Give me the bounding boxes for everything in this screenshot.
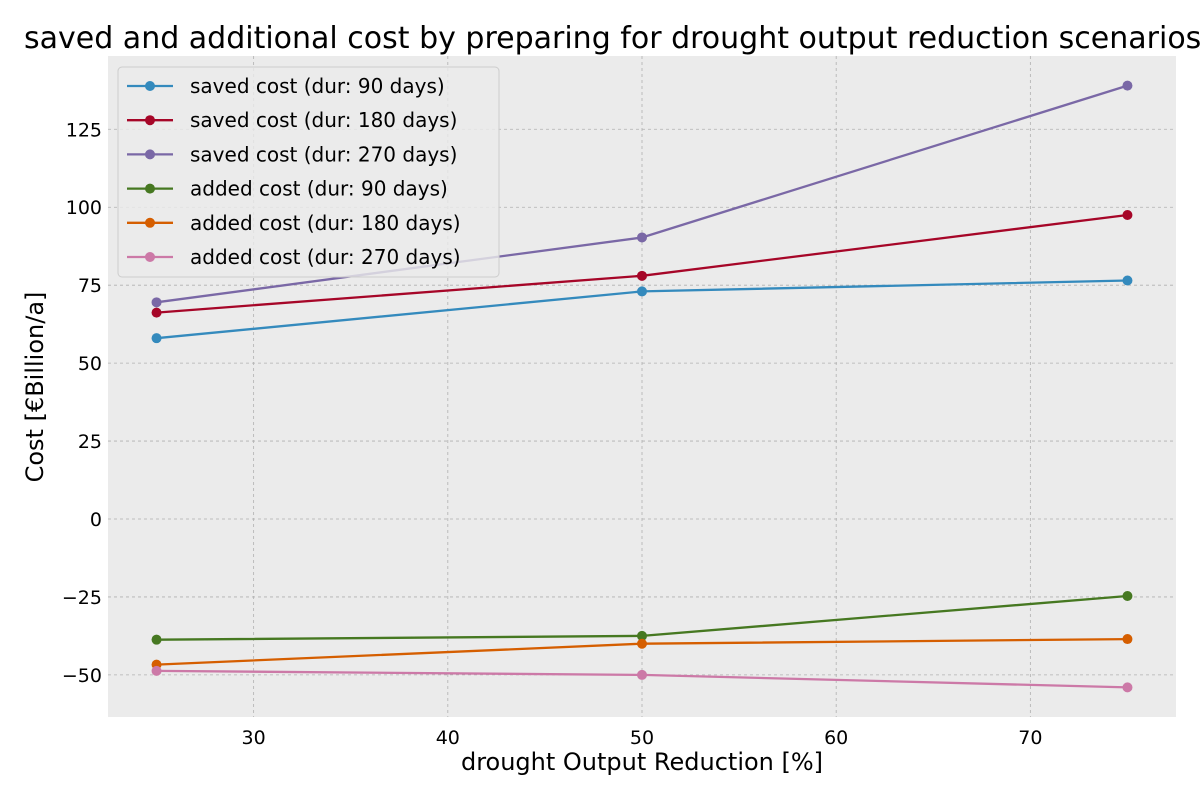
data-point — [1122, 80, 1133, 91]
legend-item: saved cost (dur: 180 days) — [127, 108, 457, 132]
data-point — [1122, 634, 1133, 645]
data-point — [1122, 210, 1133, 221]
data-point — [637, 638, 647, 649]
legend-label: added cost (dur: 90 days) — [190, 177, 448, 201]
legend-item: saved cost (dur: 90 days) — [127, 74, 445, 98]
y-tick-label: 75 — [78, 275, 102, 297]
x-tick-label: 50 — [630, 727, 654, 749]
y-tick-label: −25 — [62, 587, 102, 609]
data-point — [1122, 682, 1133, 693]
legend-label: saved cost (dur: 90 days) — [190, 74, 445, 98]
series-1 — [151, 275, 1133, 344]
y-tick-label: 25 — [78, 431, 102, 453]
x-tick-label: 70 — [1018, 727, 1042, 749]
legend-item: added cost (dur: 90 days) — [127, 177, 448, 201]
legend-item: saved cost (dur: 270 days) — [127, 142, 457, 166]
data-point — [637, 630, 647, 641]
chart-title: saved and additional cost by preparing f… — [24, 21, 1200, 56]
grid-lines — [108, 56, 1176, 717]
data-point — [151, 307, 162, 318]
x-tick-label: 40 — [436, 727, 460, 749]
legend-marker — [145, 115, 155, 126]
x-tick-label: 60 — [824, 727, 848, 749]
series-6 — [151, 665, 1133, 693]
legend-frame — [117, 66, 500, 278]
series-lines — [151, 80, 1133, 693]
data-point — [637, 669, 647, 680]
y-axis-label: Cost [€Billion/a] — [21, 292, 49, 483]
data-point — [151, 665, 162, 676]
y-tick-label: 0 — [90, 509, 102, 531]
legend-marker — [145, 81, 155, 91]
series-2 — [151, 210, 1133, 318]
legend-marker — [145, 217, 155, 228]
y-tick-label: 100 — [66, 197, 102, 219]
x-axis-label: drought Output Reduction [%] — [461, 748, 823, 776]
data-point — [637, 286, 647, 297]
data-point — [637, 270, 647, 281]
legend-item: added cost (dur: 180 days) — [127, 211, 461, 235]
data-point — [637, 232, 647, 243]
data-point — [1122, 275, 1133, 286]
data-point — [151, 297, 162, 308]
data-point — [151, 333, 162, 344]
series-4 — [151, 591, 1133, 645]
legend-label: added cost (dur: 270 days) — [190, 245, 461, 269]
legend-label: added cost (dur: 180 days) — [190, 211, 461, 235]
legend-label: saved cost (dur: 270 days) — [190, 142, 457, 166]
y-tick-label: −50 — [62, 665, 102, 687]
legend-marker — [145, 252, 155, 262]
tick-labels: 30 40 50 60 70 −50 −25 0 25 50 75 100 125 — [62, 119, 1043, 749]
y-tick-label: 50 — [78, 353, 102, 375]
x-tick-label: 30 — [242, 727, 266, 749]
legend-marker — [145, 183, 155, 194]
data-point — [1122, 591, 1133, 602]
y-tick-label: 125 — [66, 119, 102, 141]
legend-marker — [145, 149, 155, 160]
legend-item: added cost (dur: 270 days) — [127, 245, 461, 269]
legend-label: saved cost (dur: 180 days) — [190, 108, 457, 132]
legend: saved cost (dur: 90 days) saved cost (dur… — [117, 66, 500, 278]
data-point — [151, 634, 162, 645]
series-3 — [151, 80, 1133, 308]
